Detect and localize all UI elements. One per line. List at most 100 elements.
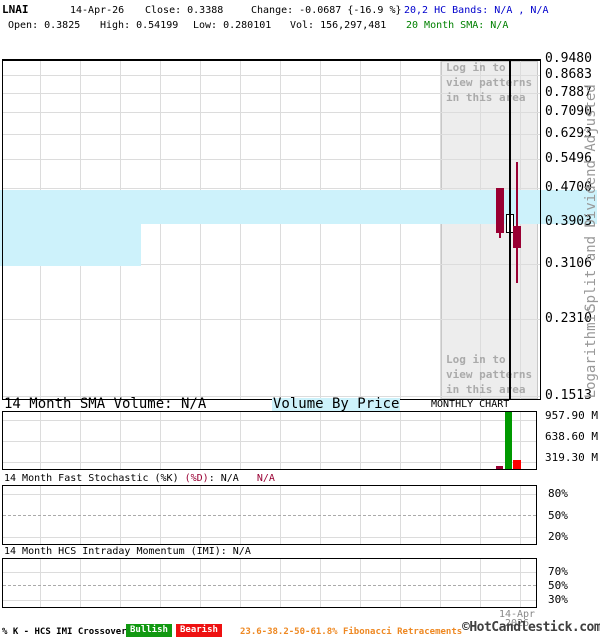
v-gridline	[360, 559, 361, 607]
axis-tick-label: 50%	[548, 509, 568, 522]
axis-tick-label: 638.60 M	[545, 430, 598, 443]
v-gridline	[200, 559, 201, 607]
quote-high: High: 0.54199	[100, 20, 179, 31]
v-gridline	[280, 61, 281, 399]
hc-bands-value: 20,2 HC Bands: N/A , N/A	[404, 5, 549, 16]
v-gridline	[160, 559, 161, 607]
v-gridline	[40, 412, 41, 469]
v-gridline	[320, 559, 321, 607]
quote-low: Low: 0.280101	[193, 20, 272, 31]
v-gridline	[120, 559, 121, 607]
v-gridline	[480, 61, 481, 399]
axis-tick-label: 70%	[548, 565, 568, 578]
h-gridline	[3, 93, 540, 94]
chart-type-label: MONTHLY CHART	[431, 399, 510, 410]
v-gridline	[200, 61, 201, 399]
price-tick-label: 0.2310	[545, 311, 592, 326]
v-gridline	[480, 559, 481, 607]
v-gridline	[320, 61, 321, 399]
price-tick-label: 0.3106	[545, 256, 592, 271]
v-gridline	[160, 412, 161, 469]
copyright-link[interactable]: ©HotCandlestick.com	[462, 620, 600, 635]
h-gridline	[3, 494, 536, 495]
quote-date: 14-Apr-26	[70, 5, 125, 16]
axis-tick-label: 957.90 M	[545, 409, 598, 422]
volume-by-price-label: Volume By Price	[272, 396, 401, 412]
h-gridline	[3, 572, 536, 573]
price-tick-label: 0.1513	[545, 388, 592, 403]
x-axis-date-year: 2026	[504, 618, 530, 629]
v-gridline	[160, 61, 161, 399]
candle-wick	[515, 161, 518, 284]
login-message-line: Log in to	[446, 353, 506, 366]
h-gridline	[3, 188, 540, 189]
v-gridline	[120, 412, 121, 469]
axis-note-logarithmic: Logarithmic	[583, 305, 599, 399]
current-month-line	[509, 61, 511, 399]
axis-tick-label: 80%	[548, 487, 568, 500]
v-gridline	[440, 61, 441, 399]
volume-bar	[505, 411, 512, 469]
v-gridline	[240, 412, 241, 469]
h-gridline	[3, 112, 540, 113]
v-gridline	[400, 412, 401, 469]
v-gridline	[80, 559, 81, 607]
quote-change: Change: -0.0687 {-16.9 %}	[251, 5, 402, 16]
volume-bar	[513, 460, 521, 469]
v-gridline	[320, 412, 321, 469]
v-gridline	[240, 61, 241, 399]
login-message-line: Log in to	[446, 61, 506, 74]
candle-body	[512, 225, 521, 249]
v-gridline	[360, 61, 361, 399]
axis-tick-label: 319.30 M	[545, 451, 598, 464]
v-gridline	[200, 412, 201, 469]
quote-close: Close: 0.3388	[145, 5, 224, 16]
axis-tick-label: 50%	[548, 579, 568, 592]
volume-sma-label: 14 Month SMA Volume: N/A	[4, 396, 207, 412]
h-gridline	[3, 420, 536, 421]
login-message-line: view patterns	[446, 76, 533, 89]
stochastic-label: 14 Month Fast Stochastic (%K) (%D): N/A …	[4, 473, 275, 484]
h-gridline	[3, 600, 536, 601]
bullish-badge: Bullish	[126, 624, 172, 637]
volume-by-price-band	[0, 224, 141, 266]
volume-bar	[496, 466, 503, 469]
x-axis-date-month: 14-Apr	[498, 609, 536, 620]
v-gridline	[440, 559, 441, 607]
price-tick-label: 0.7090	[545, 104, 592, 119]
h-gridline	[3, 441, 536, 442]
price-tick-label: 0.3903	[545, 214, 592, 229]
login-message-line: in this area	[446, 383, 526, 396]
imi-label: 14 Month HCS Intraday Momentum (IMI): N/…	[4, 546, 251, 557]
v-gridline	[360, 412, 361, 469]
price-tick-label: 0.7887	[545, 85, 592, 100]
v-gridline	[400, 61, 401, 399]
login-overlay	[441, 61, 538, 399]
price-tick-label: 0.4700	[545, 180, 592, 195]
v-gridline	[440, 412, 441, 469]
v-gridline	[520, 61, 521, 399]
v-gridline	[240, 559, 241, 607]
ticker-symbol: LNAI	[2, 3, 29, 16]
h-gridline	[3, 134, 540, 135]
v-gridline	[280, 559, 281, 607]
stochastic-label-kvalue: : N/A	[208, 473, 239, 484]
bearish-badge: Bearish	[176, 624, 222, 637]
v-gridline	[400, 559, 401, 607]
h-gridline	[3, 396, 540, 397]
axis-tick-label: 30%	[548, 593, 568, 606]
v-gridline	[80, 412, 81, 469]
price-tick-label: 0.8683	[545, 67, 592, 82]
axis-tick-label: 20%	[548, 530, 568, 543]
v-gridline	[280, 412, 281, 469]
v-gridline	[520, 412, 521, 469]
login-message-line: view patterns	[446, 368, 533, 381]
h-gridline	[3, 159, 540, 160]
h-dashed-line	[3, 585, 536, 586]
candle-body	[496, 187, 504, 233]
v-gridline	[520, 559, 521, 607]
h-gridline	[3, 462, 536, 463]
h-gridline	[3, 264, 540, 265]
stochastic-label-dvalue: N/A	[238, 473, 275, 484]
v-gridline	[480, 412, 481, 469]
